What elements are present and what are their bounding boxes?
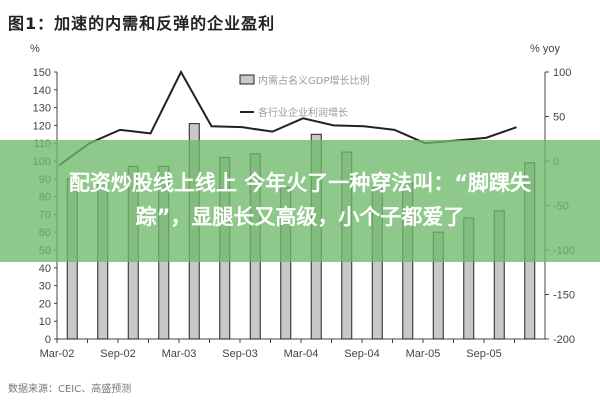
source-note: 数据来源：CEIC、高盛预测 [8, 384, 132, 395]
legend-bar-label: 内需占名义GDP增长比例 [258, 74, 369, 87]
right-axis-label: % yoy [530, 43, 560, 55]
left-tick-label: 40 [39, 263, 51, 275]
x-tick-label: Sep-03 [222, 348, 257, 360]
x-tick-label: Mar-05 [406, 348, 441, 360]
left-tick-label: 10 [39, 316, 51, 328]
left-tick-label: 120 [33, 120, 51, 132]
overlay-caption: 配资炒股线上线上 今年火了一种穿法叫：“脚踝失踪”，显腿长又高级，小个子都爱了 [68, 171, 532, 229]
legend-line-label: 各行业企业利润增长 [258, 106, 348, 119]
right-tick-label: 50 [553, 112, 565, 124]
x-tick-label: Mar-02 [40, 348, 75, 360]
left-tick-label: 130 [33, 103, 51, 115]
left-tick-label: 0 [45, 334, 51, 346]
chart-title: 图1：加速的内需和反弹的企业盈利 [8, 14, 276, 33]
x-tick-label: Sep-05 [466, 348, 501, 360]
x-tick-label: Mar-04 [284, 348, 319, 360]
right-tick-label: 100 [553, 67, 571, 79]
left-tick-label: 140 [33, 85, 51, 97]
overlay-banner [0, 140, 600, 262]
right-tick-label: -150 [553, 290, 575, 302]
x-tick-label: Mar-03 [162, 348, 197, 360]
left-tick-label: 20 [39, 298, 51, 310]
x-tick-label: Sep-02 [100, 348, 135, 360]
x-tick-label: Sep-04 [344, 348, 379, 360]
left-tick-label: 30 [39, 281, 51, 293]
left-tick-label: 150 [33, 67, 51, 79]
left-axis-label: % [30, 43, 40, 55]
legend-bar-swatch [239, 74, 255, 85]
right-tick-label: -200 [553, 334, 575, 346]
